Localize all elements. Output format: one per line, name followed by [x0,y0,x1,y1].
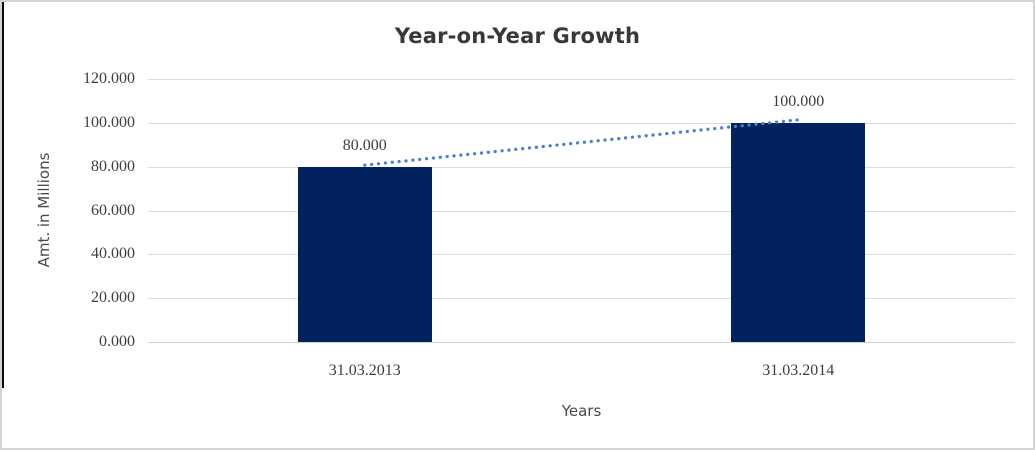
gridline [148,167,1015,168]
bar [297,166,432,342]
x-tick-label: 31.03.2014 [762,362,835,379]
frame-left-edge [2,2,4,388]
chart-title: Year-on-Year Growth [394,24,641,48]
y-tick-label: 20.000 [91,289,135,306]
gridline [148,342,1015,343]
x-axis-tick-labels: 31.03.2013 31.03.2014 [148,362,1015,384]
gridline [148,298,1015,299]
x-axis-title: Years [561,402,602,420]
trendline [363,118,800,167]
gridline [148,211,1015,212]
gridline [148,79,1015,80]
x-tick-label: 31.03.2013 [328,362,401,379]
y-tick-label: 120.000 [83,70,135,87]
gridline [148,254,1015,255]
plot-area: 80.000 100.000 [148,79,1015,343]
y-tick-label: 60.000 [91,202,135,219]
bar-data-label: 80.000 [342,136,387,154]
bar-data-label: 100.000 [772,92,825,110]
bar [731,122,866,342]
y-tick-label: 0.000 [99,333,135,350]
y-axis-tick-labels: 120.000 100.000 80.000 60.000 40.000 20.000 0.… [2,70,135,350]
y-tick-label: 40.000 [91,245,135,262]
gridline [148,123,1015,124]
y-tick-label: 80.000 [91,158,135,175]
y-tick-label: 100.000 [83,114,135,131]
